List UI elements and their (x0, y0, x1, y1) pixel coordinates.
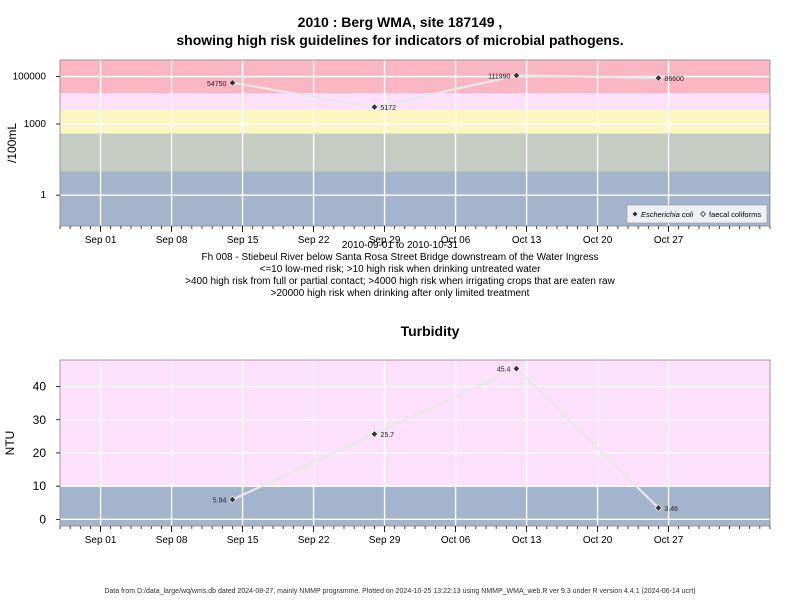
subtitle-date-range: 2010-09-01 to 2010-10-31 (341, 240, 459, 251)
x-tick-label: Sep 22 (298, 235, 330, 246)
data-label: 25.7 (380, 432, 394, 439)
x-tick-label: Oct 13 (512, 535, 542, 546)
y-tick-label: 40 (33, 380, 47, 394)
data-label: 3.46 (664, 506, 678, 513)
x-tick-label: Sep 15 (227, 535, 259, 546)
footer-note: Data from D:/data_large/wq/wms.db dated … (104, 588, 696, 595)
data-point (370, 430, 379, 438)
x-tick-label: Sep 22 (298, 535, 330, 546)
x-tick-label: Oct 20 (583, 235, 613, 246)
y-tick-label: 100000 (13, 72, 47, 83)
risk-band-3 (60, 109, 770, 134)
y-tick-label: 1 (40, 190, 46, 201)
x-tick-label: Sep 29 (369, 535, 401, 546)
chart-panel-2: Sep 01 Sep 08 Sep 15 Sep 22 Sep 29 Oct 06 Oct … (3, 323, 771, 546)
x-tick-label: Oct 27 (654, 235, 684, 246)
y-tick-label: 0 (39, 512, 46, 526)
y-tick-label: 1000 (24, 119, 47, 130)
x-tick-label: Sep 01 (85, 235, 117, 246)
x-tick-label: Sep 01 (85, 535, 117, 546)
data-point (654, 74, 663, 82)
x-tick-label: Sep 08 (156, 235, 188, 246)
y-axis-label: NTU (3, 431, 17, 456)
data-point (228, 79, 237, 87)
x-tick-label: Oct 06 (441, 535, 471, 546)
chart-title-line1: 2010 : Berg WMA, site 187149 , (297, 14, 503, 30)
series-line (232, 74, 659, 109)
series-line (231, 367, 660, 509)
legend-entry-faecal: faecal coliforms (709, 210, 761, 219)
x-tick-label: Oct 13 (512, 235, 542, 246)
legend-entry-ecoli: Escherichia coli (641, 210, 693, 219)
x-tick-label: Oct 20 (583, 535, 613, 546)
subtitle-site: Fh 008 - Stiebeul River below Santa Rosa… (201, 252, 599, 263)
y-tick-label: 30 (33, 413, 47, 427)
data-label: 86600 (664, 76, 684, 83)
y-tick-label: 20 (33, 446, 47, 460)
risk-band-2 (60, 133, 770, 172)
data-point (228, 495, 237, 504)
chart-title: Turbidity (401, 323, 460, 339)
data-point (370, 103, 379, 111)
x-tick-label: Sep 15 (227, 235, 259, 246)
chart-title-line2: showing high risk guidelines for indicat… (176, 32, 624, 48)
data-point (512, 71, 521, 80)
legend-box (626, 204, 768, 224)
data-label: 45.4 (497, 367, 511, 374)
y-axis-label: /100mL (5, 123, 19, 163)
data-label: 5172 (380, 105, 396, 112)
x-tick-label: Oct 06 (441, 235, 471, 246)
x-tick-label: Oct 27 (654, 535, 684, 546)
data-label: 5.94 (213, 498, 227, 505)
chart-panel-1: Sep 01 Sep 08 Sep 15 Sep 22 Sep 29 Oct 06 Oct … (5, 59, 771, 246)
x-tick-label: Sep 08 (156, 535, 188, 546)
legend-marker-ecoli (632, 211, 638, 217)
legend-marker-faecal (699, 210, 707, 218)
risk-band-4 (60, 93, 770, 110)
subtitle-guideline-2: >400 high risk from full or partial cont… (185, 276, 615, 287)
data-point (654, 504, 663, 512)
x-tick-label: Sep 29 (369, 235, 401, 246)
subtitle-guideline-1: <=10 low-med risk; >10 high risk when dr… (259, 264, 541, 275)
data-point (512, 364, 521, 373)
risk-band-2 (60, 360, 770, 487)
subtitle-guideline-3: >20000 high risk when drinking after onl… (270, 288, 530, 299)
data-label: 54750 (207, 81, 227, 88)
y-tick-label: 10 (33, 479, 47, 493)
legend: Escherichia coli faecal coliforms (626, 204, 768, 224)
data-label: 111990 (488, 73, 510, 80)
